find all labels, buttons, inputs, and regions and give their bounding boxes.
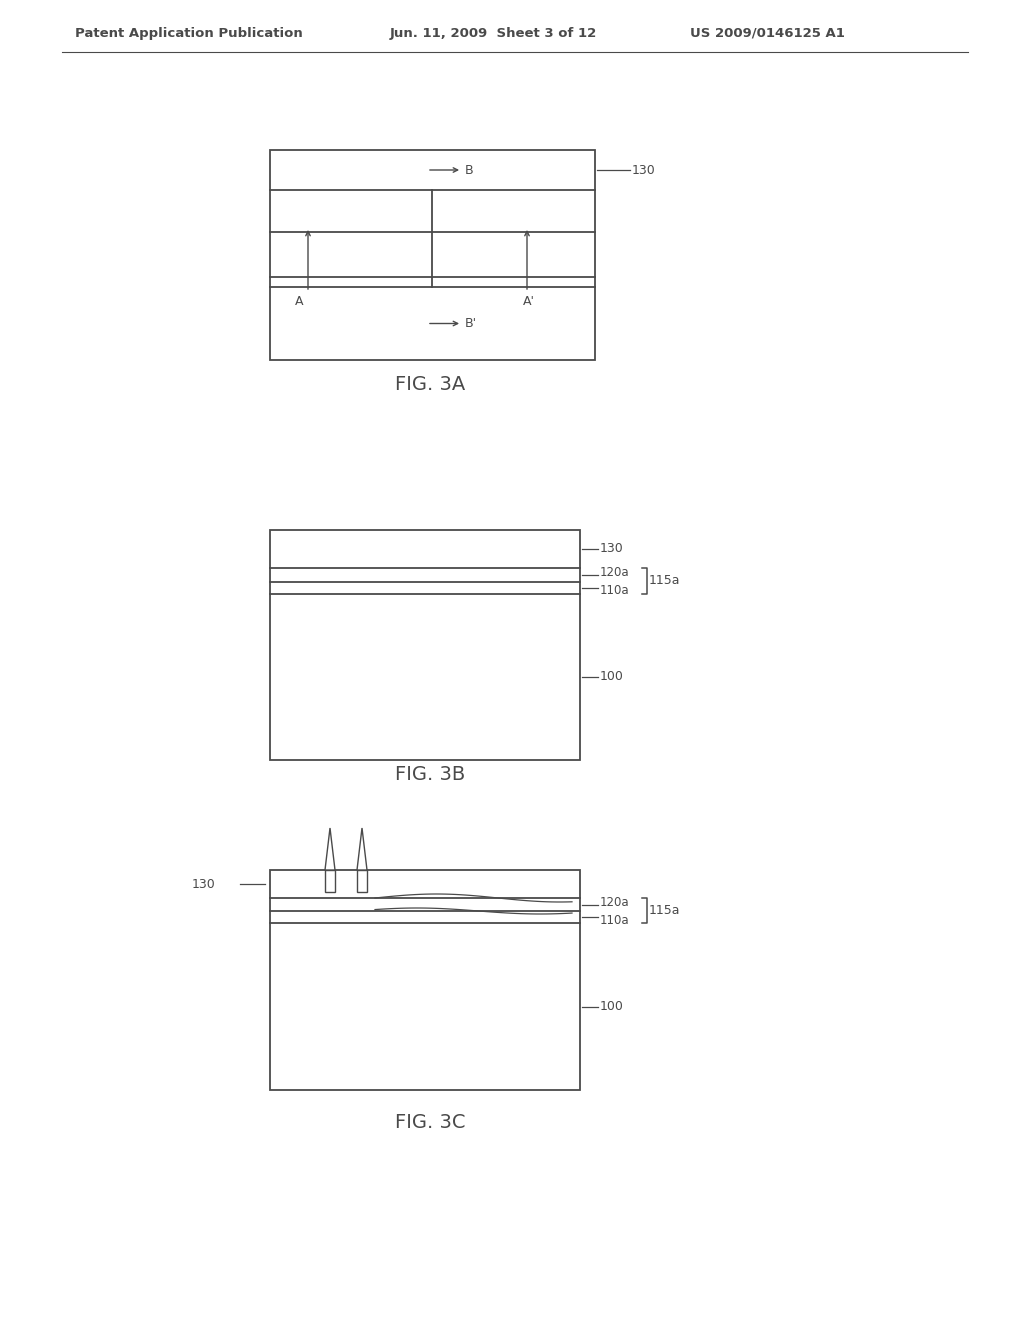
Polygon shape [325,828,335,870]
Text: FIG. 3C: FIG. 3C [394,1113,465,1131]
Text: Patent Application Publication: Patent Application Publication [75,26,303,40]
Text: 130: 130 [600,543,624,556]
Text: Jun. 11, 2009  Sheet 3 of 12: Jun. 11, 2009 Sheet 3 of 12 [390,26,597,40]
Bar [270,870,580,1090]
Text: 110a: 110a [600,585,630,598]
Bar [325,870,335,892]
Bar [357,870,367,892]
Text: 120a: 120a [600,896,630,909]
Text: 130: 130 [632,164,655,177]
Text: 115a: 115a [649,904,681,917]
Text: A': A' [523,294,535,308]
Text: A: A [295,294,303,308]
Text: FIG. 3B: FIG. 3B [395,766,465,784]
Polygon shape [357,828,367,870]
Text: 100: 100 [600,671,624,684]
Text: FIG. 3A: FIG. 3A [395,375,465,395]
Text: 110a: 110a [600,913,630,927]
Text: B: B [465,164,474,177]
Text: US 2009/0146125 A1: US 2009/0146125 A1 [690,26,845,40]
Text: 120a: 120a [600,566,630,579]
Bar [270,531,580,760]
Text: 115a: 115a [649,574,681,587]
Bar [270,150,595,360]
Text: B': B' [465,317,477,330]
Text: 100: 100 [600,1001,624,1012]
Text: 130: 130 [191,878,215,891]
